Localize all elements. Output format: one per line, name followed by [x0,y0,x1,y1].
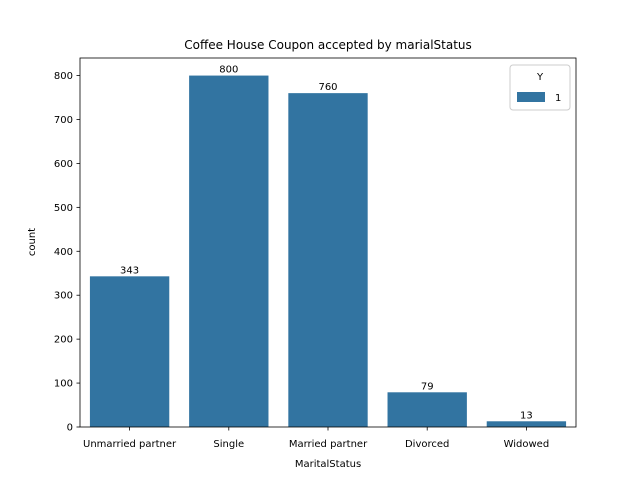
y-tick-label: 200 [54,335,73,346]
y-tick-label: 0 [67,423,73,434]
plot-frame [79,57,577,428]
x-tick-label: Single [213,439,244,450]
bar [189,75,269,428]
x-tick-label: Married partner [289,439,368,450]
bar [387,392,467,427]
y-axis-label: count [27,228,38,256]
y-tick-label: 400 [54,247,73,258]
legend-title: Y [536,72,544,83]
x-tick-label: Widowed [504,439,550,450]
x-tick-label: Divorced [405,439,449,450]
bar [486,421,567,427]
legend-entry: 1 [555,93,561,104]
x-tick-label: Unmarried partner [83,439,177,450]
bar [89,276,170,427]
y-tick-label: 600 [54,159,73,170]
y-tick-label: 500 [54,203,73,214]
data-label: 800 [219,65,238,76]
y-tick-label: 700 [54,115,73,126]
data-label: 79 [421,381,434,392]
legend-swatch [517,92,545,102]
y-tick-label: 300 [54,291,73,302]
y-tick-label: 100 [54,379,73,390]
data-label: 13 [520,410,533,421]
x-axis-label: MaritalStatus [295,459,361,470]
y-tick-label: 800 [54,71,73,82]
chart-title: Coffee House Coupon accepted by marialSt… [184,38,472,52]
data-label: 760 [318,82,337,93]
bar [288,93,368,428]
plot-area: 343 800 760 79 13 0 100 200 300 400 500 600 700 800 Un… [54,57,577,450]
data-label: 343 [120,265,139,276]
